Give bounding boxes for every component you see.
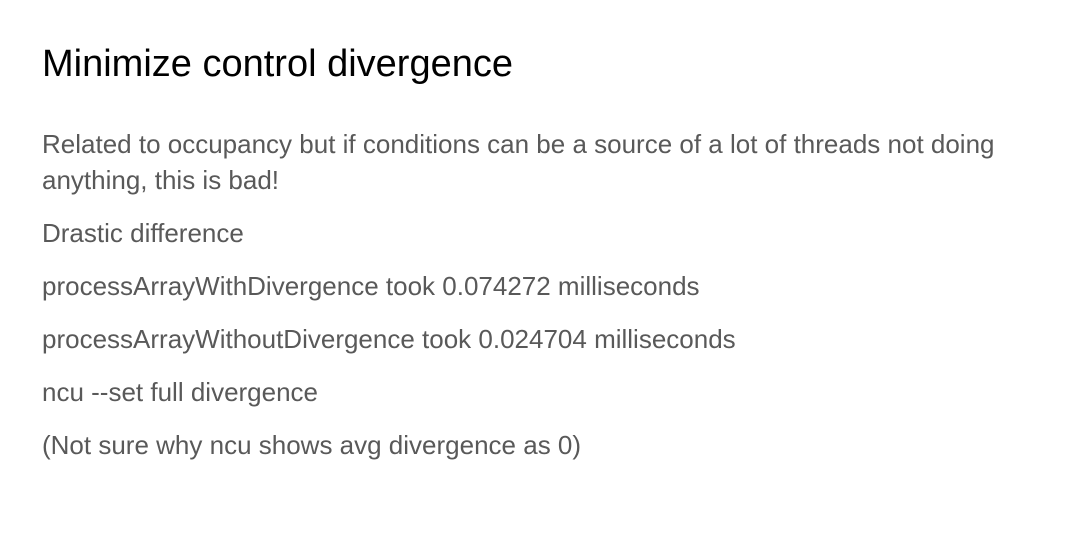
slide-title: Minimize control divergence: [42, 43, 513, 85]
paragraph-with-divergence-timing: processArrayWithDivergence took 0.074272…: [42, 271, 700, 301]
slide-body: Related to occupancy but if conditions c…: [42, 126, 1032, 480]
paragraph-ncu-command: ncu --set full divergence: [42, 377, 319, 407]
paragraph-ncu-note: (Not sure why ncu shows avg divergence a…: [42, 430, 582, 460]
paragraph-without-divergence-timing: processArrayWithoutDivergence took 0.024…: [42, 324, 736, 354]
paragraph-occupancy-note: Related to occupancy but if conditions c…: [42, 129, 995, 195]
paragraph-drastic-difference: Drastic difference: [42, 218, 244, 248]
